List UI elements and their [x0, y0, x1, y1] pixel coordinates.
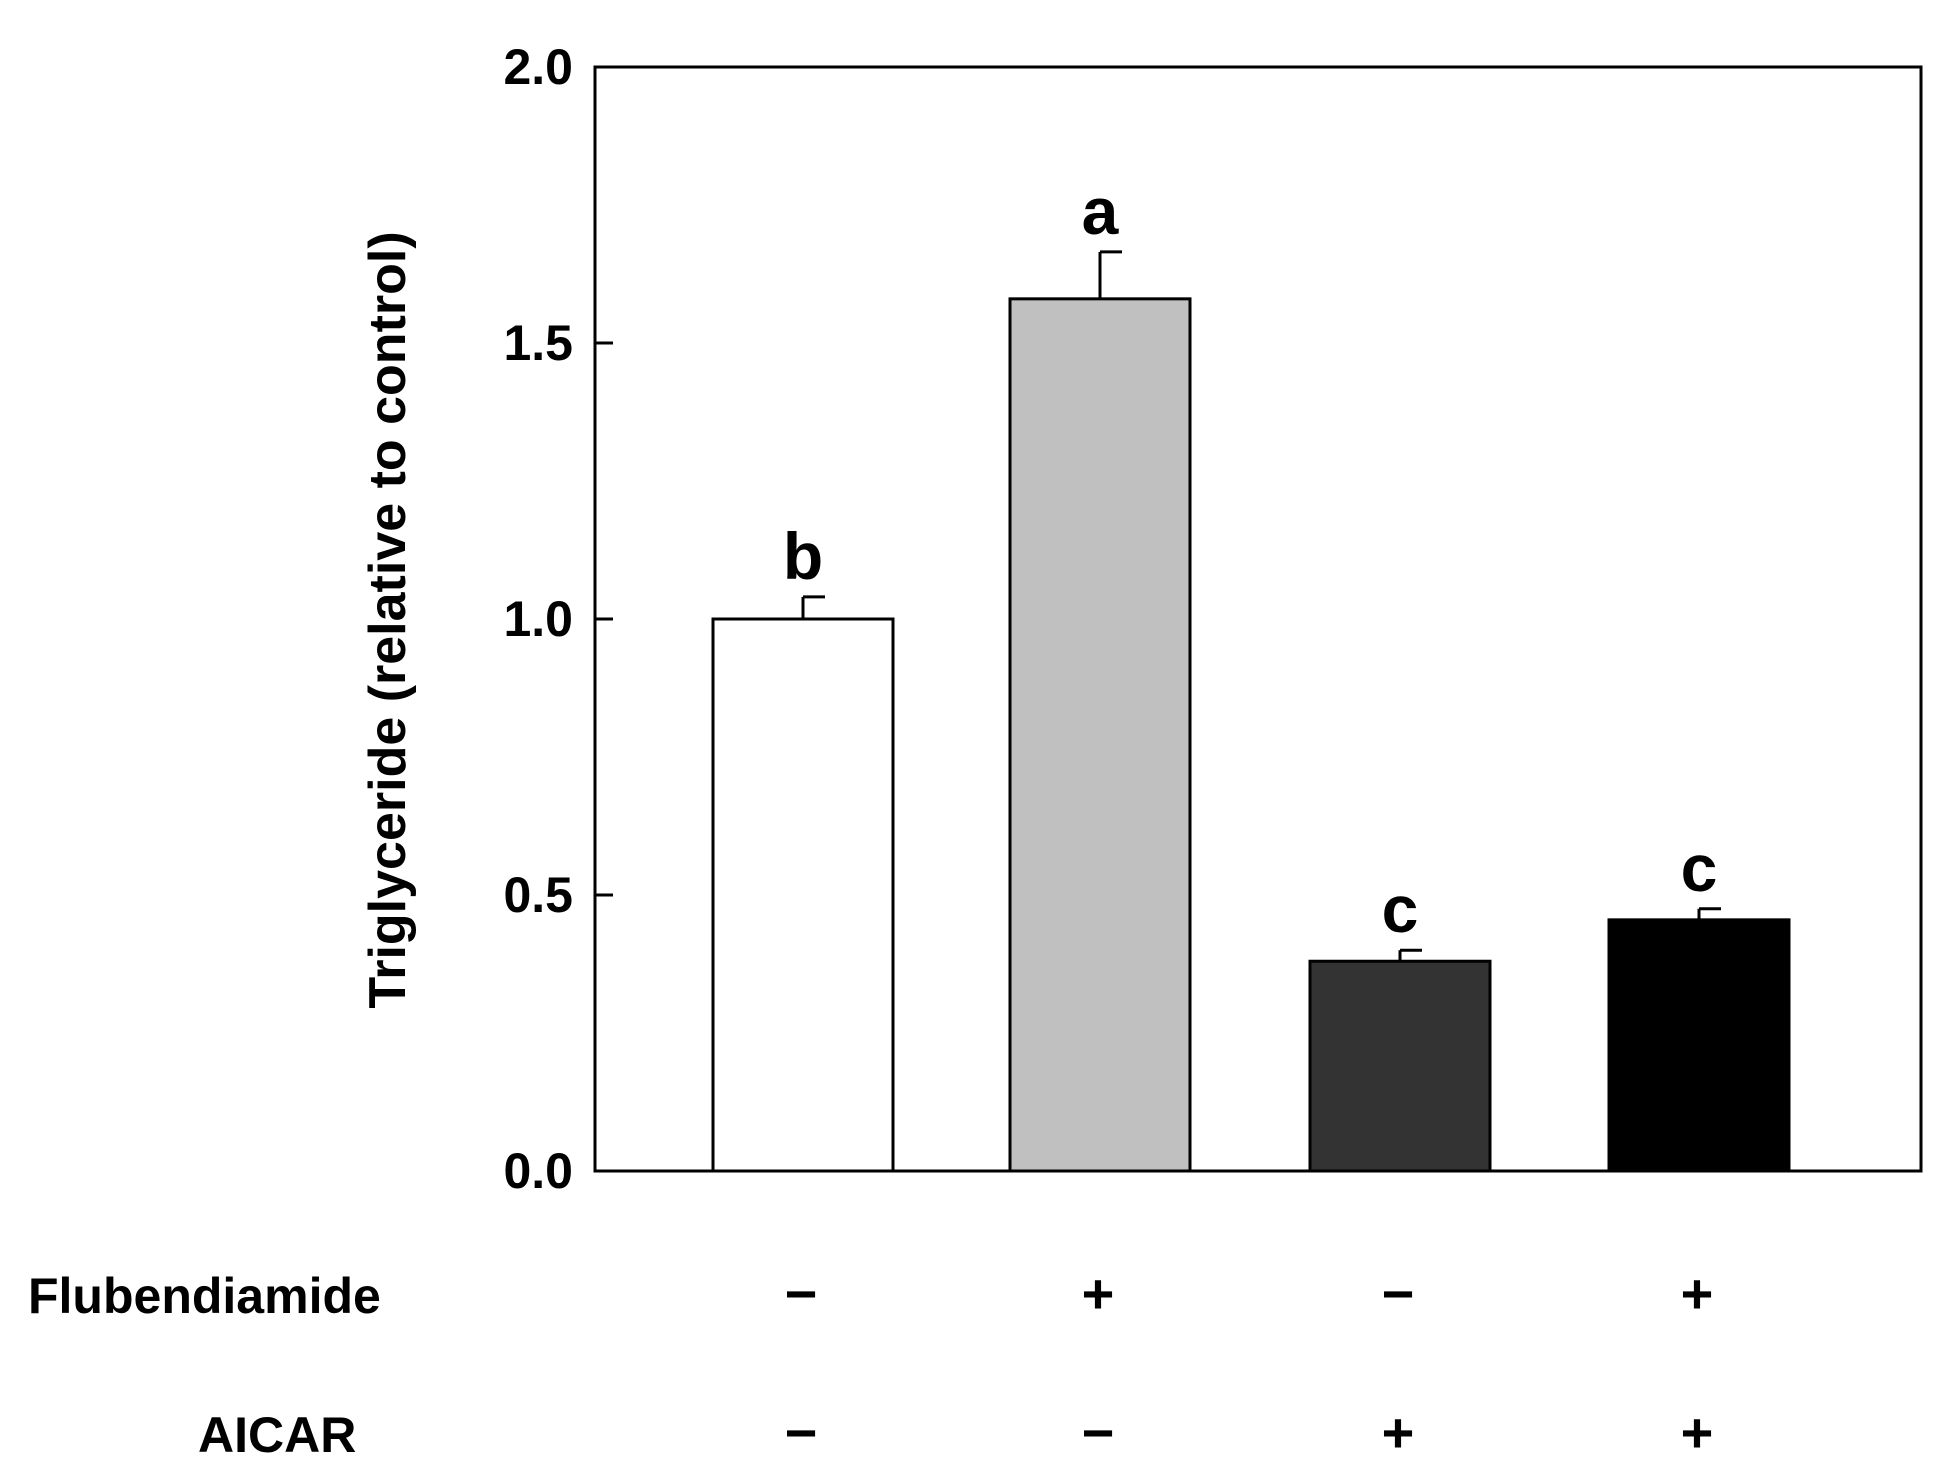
treatment-sign: + [1082, 1262, 1115, 1325]
treatment-label: Flubendiamide [28, 1268, 381, 1324]
treatment-sign: + [1681, 1262, 1714, 1325]
bar-4 [1607, 918, 1791, 1173]
treatment-sign: − [785, 1401, 818, 1464]
bars: b a c c [711, 174, 1791, 1173]
bar-1 [711, 617, 895, 1173]
y-tick-label: 1.5 [503, 315, 573, 371]
bar-3 [1308, 959, 1492, 1173]
treatment-sign: − [1382, 1262, 1415, 1325]
y-axis-title: Triglyceride (relative to control) [359, 231, 417, 1008]
bar-2 [1008, 297, 1192, 1173]
y-tick-label: 2.0 [503, 39, 573, 95]
treatment-sign: − [1082, 1401, 1115, 1464]
significance-letter: c [1681, 831, 1718, 905]
y-tick-label: 1.0 [503, 591, 573, 647]
significance-letter: c [1382, 872, 1419, 946]
y-axis-ticks: 0.0 0.5 1.0 1.5 2.0 [503, 39, 613, 1199]
treatment-sign: − [785, 1262, 818, 1325]
significance-letter: b [783, 519, 823, 593]
treatment-sign: + [1382, 1401, 1415, 1464]
treatment-rows: Flubendiamide − + − + AICAR − − + + [28, 1262, 1713, 1464]
significance-letter: a [1082, 174, 1120, 248]
y-tick-label: 0.5 [503, 867, 573, 923]
y-tick-label: 0.0 [503, 1143, 573, 1199]
treatment-label: AICAR [198, 1407, 356, 1463]
treatment-sign: + [1681, 1401, 1714, 1464]
